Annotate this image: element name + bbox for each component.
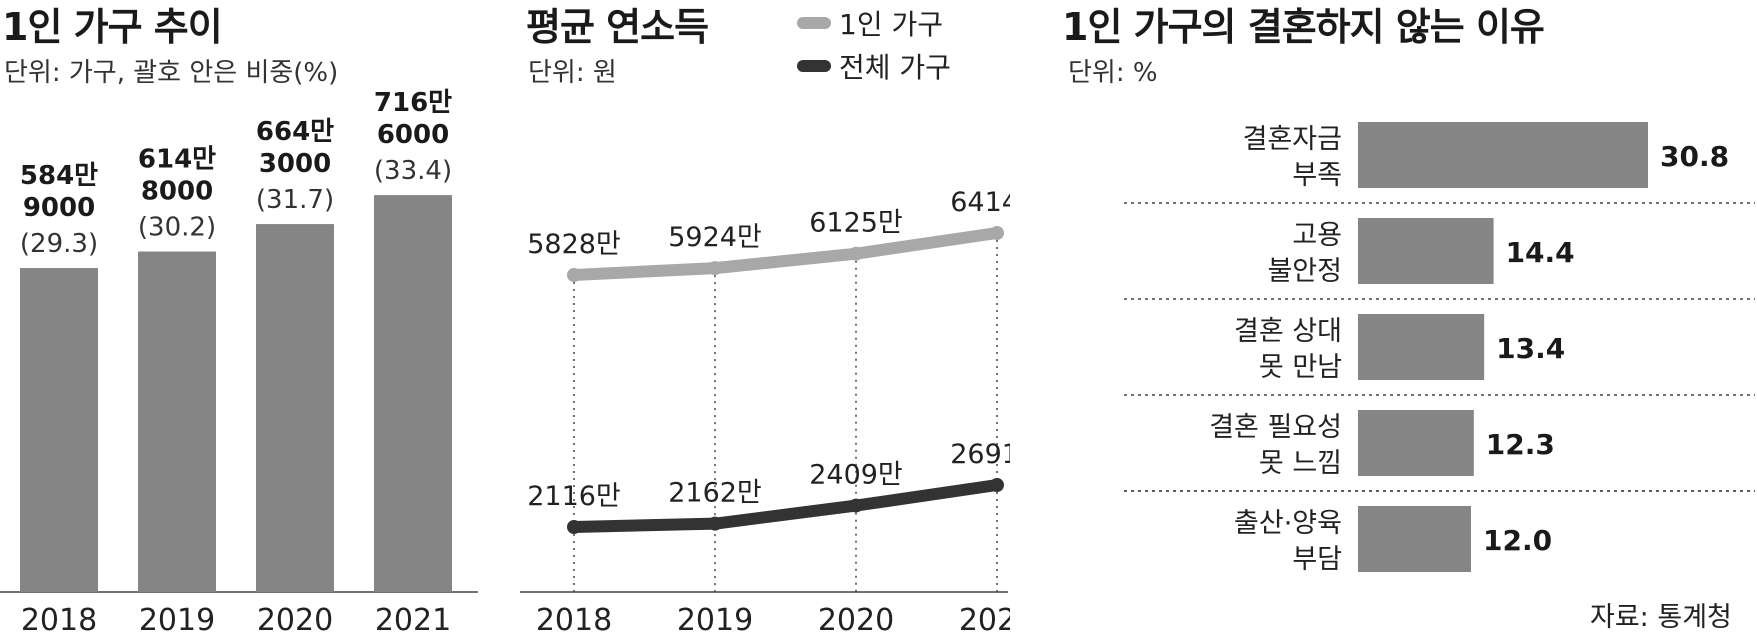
- legend-label-single: 1인 가구: [839, 8, 943, 41]
- data-label: 5924만: [668, 222, 762, 253]
- bar: [138, 251, 216, 592]
- x-tick-label: 2021: [375, 603, 451, 638]
- legend-label-total: 전체 가구: [839, 51, 951, 84]
- data-label: 2162만: [668, 478, 762, 509]
- data-label: 2116만: [527, 481, 621, 512]
- category-label-line2: 못 느낌: [1259, 448, 1342, 479]
- chart2-title: 평균 연소득: [526, 5, 709, 49]
- value-label: 14.4: [1506, 236, 1575, 269]
- value-label: 12.0: [1483, 524, 1552, 557]
- bar: [1358, 410, 1474, 476]
- value-label-line1: 716만: [374, 88, 452, 118]
- value-label-line1: 614만: [138, 144, 216, 174]
- household-trend-panel: 1인 가구 추이 단위: 가구, 괄호 안은 비중(%) 2018 (29.3) 9…: [0, 0, 490, 638]
- x-tick-label: 2018: [21, 603, 97, 638]
- bar: [1358, 314, 1485, 380]
- data-label: 2409만: [809, 460, 903, 491]
- source-note: 자료: 통계청: [1590, 602, 1732, 633]
- bar: [20, 268, 98, 592]
- value-label-line2: 9000: [23, 193, 95, 223]
- chart3-subtitle: 단위: %: [1068, 58, 1158, 88]
- category-label-line1: 결혼 필요성: [1209, 412, 1342, 443]
- data-point: [567, 268, 581, 282]
- chart1-subtitle: 단위: 가구, 괄호 안은 비중(%): [4, 58, 339, 88]
- series-line-total: [568, 479, 1003, 533]
- x-tick-label: 2021: [959, 603, 1010, 638]
- x-tick-label: 2019: [677, 603, 753, 638]
- category-label-line1: 결혼자금: [1243, 124, 1342, 155]
- bar: [256, 224, 334, 592]
- category-label-line2: 못 만남: [1259, 352, 1342, 383]
- data-point: [990, 478, 1004, 492]
- category-label-line1: 고용: [1292, 220, 1342, 251]
- data-point: [567, 520, 581, 534]
- data-label: 6125만: [809, 208, 903, 239]
- category-label-line2: 불안정: [1267, 256, 1342, 287]
- data-point: [849, 246, 863, 261]
- data-label: 6414만: [950, 187, 1010, 218]
- category-label-line2: 부족: [1292, 160, 1342, 191]
- value-label-line1: 664만: [256, 117, 334, 147]
- category-label-line2: 부담: [1292, 544, 1342, 575]
- data-point: [849, 498, 863, 513]
- share-label: (30.2): [138, 212, 216, 242]
- value-label-line2: 8000: [141, 176, 213, 206]
- bar: [1358, 506, 1471, 572]
- chart3-title: 1인 가구의 결혼하지 않는 이유: [1062, 5, 1545, 49]
- legend-swatch-total: [797, 60, 831, 72]
- chart1-title: 1인 가구 추이: [2, 5, 223, 49]
- value-label: 13.4: [1496, 332, 1565, 365]
- series-line-single: [568, 227, 1003, 281]
- share-label: (29.3): [20, 229, 98, 259]
- legend-swatch-single: [797, 17, 831, 29]
- data-label: 2691만: [950, 439, 1010, 470]
- category-label-line1: 결혼 상대: [1234, 316, 1342, 347]
- x-tick-label: 2018: [536, 603, 612, 638]
- value-label-line2: 3000: [259, 149, 331, 179]
- data-point: [708, 516, 722, 531]
- data-point: [708, 261, 722, 276]
- value-label: 12.3: [1486, 428, 1555, 461]
- bar: [1358, 122, 1648, 188]
- chart2-subtitle: 단위: 원: [528, 58, 617, 88]
- income-line-chart: 2018 2019 2020 2021 5828만 5924만 6125만 6414만 2116…: [520, 187, 1010, 638]
- value-label-line1: 584만: [20, 161, 98, 191]
- bar: [374, 195, 452, 593]
- data-point: [990, 226, 1004, 240]
- category-label-line1: 출산·양육: [1234, 508, 1342, 539]
- value-label-line2: 6000: [377, 120, 449, 150]
- share-label: (31.7): [256, 185, 334, 215]
- share-label: (33.4): [374, 156, 452, 186]
- x-tick-label: 2019: [139, 603, 215, 638]
- x-tick-label: 2020: [818, 603, 894, 638]
- legend-total-household: 전체 가구: [797, 46, 951, 86]
- bar: [1358, 218, 1494, 284]
- income-panel: 평균 연소득 단위: 원 1인 가구 전체 가구 2018 2019 2020 202…: [520, 0, 1010, 638]
- data-label: 5828만: [527, 229, 621, 260]
- value-label: 30.8: [1660, 140, 1729, 173]
- x-tick-label: 2020: [257, 603, 333, 638]
- legend-single-household: 1인 가구: [797, 3, 943, 43]
